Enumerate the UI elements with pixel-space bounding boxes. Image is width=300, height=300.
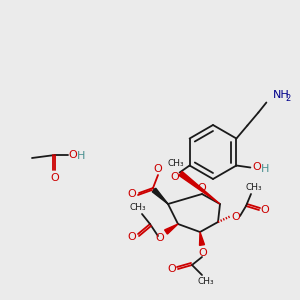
Text: O: O <box>170 172 179 182</box>
Text: O: O <box>198 183 206 193</box>
Polygon shape <box>200 232 205 245</box>
Text: O: O <box>199 248 207 258</box>
Polygon shape <box>179 172 220 204</box>
Polygon shape <box>152 188 168 204</box>
Text: O: O <box>154 164 162 174</box>
Text: O: O <box>128 232 136 242</box>
Text: CH₃: CH₃ <box>198 278 214 286</box>
Text: O: O <box>51 173 59 183</box>
Text: O: O <box>261 205 269 215</box>
Text: CH₃: CH₃ <box>130 202 146 211</box>
Text: O: O <box>69 150 77 160</box>
Text: NH: NH <box>272 91 289 100</box>
Text: H: H <box>261 164 270 173</box>
Text: CH₃: CH₃ <box>246 184 262 193</box>
Text: H: H <box>77 151 85 161</box>
Text: O: O <box>168 264 176 274</box>
Text: 2: 2 <box>285 94 291 103</box>
Text: O: O <box>252 163 261 172</box>
Text: CH₃: CH₃ <box>168 158 184 167</box>
Text: O: O <box>156 233 164 243</box>
Polygon shape <box>165 224 178 234</box>
Text: O: O <box>232 212 240 222</box>
Text: O: O <box>128 189 136 199</box>
